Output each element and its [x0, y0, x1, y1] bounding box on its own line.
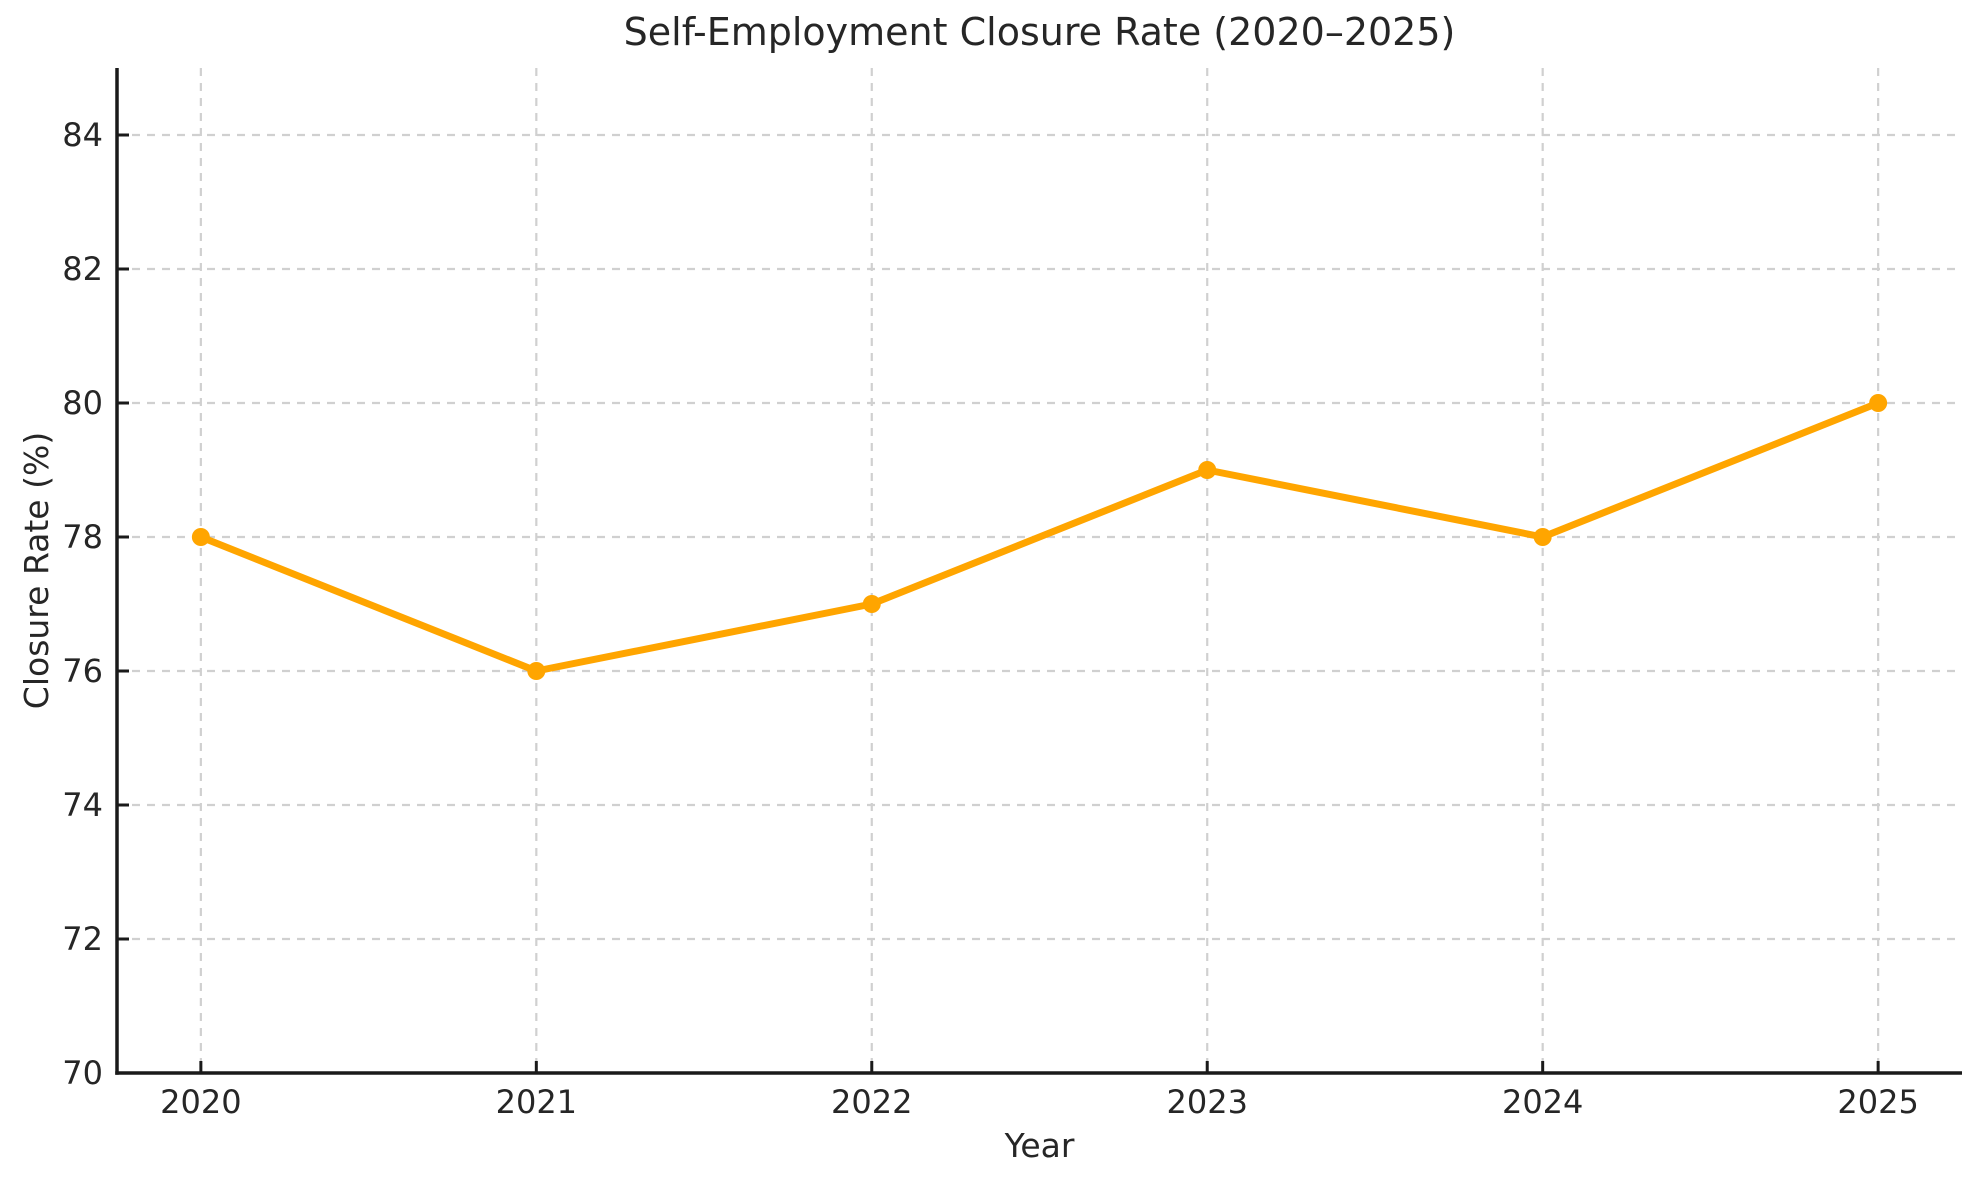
y-tick-label: 78: [62, 518, 103, 556]
y-tick-label: 80: [62, 384, 103, 422]
x-tick-label: 2020: [160, 1083, 241, 1121]
axis-tick-labels: 70 72 74 76 78 80 82 84 2020 2021 2022 2023 2024 2025: [62, 116, 1919, 1121]
x-axis-label: Year: [1004, 1126, 1075, 1165]
y-axis-label: Closure Rate (%): [17, 432, 56, 709]
gridlines: [117, 68, 1962, 1075]
axes: [115, 68, 1962, 1075]
data-point-marker: [191, 528, 210, 546]
data-point-marker: [527, 662, 546, 680]
x-tick-label: 2024: [1502, 1083, 1583, 1121]
y-tick-label: 72: [62, 920, 103, 958]
y-tick-label: 84: [62, 116, 103, 154]
data-point-marker: [1869, 394, 1888, 412]
series-line: [197, 399, 1882, 675]
y-tick-label: 70: [62, 1054, 103, 1092]
data-point-marker: [1198, 461, 1217, 479]
x-tick-label: 2025: [1837, 1083, 1918, 1121]
chart-title: Self-Employment Closure Rate (2020–2025): [624, 10, 1456, 54]
y-tick-label: 74: [62, 786, 103, 824]
data-point-marker: [862, 595, 881, 613]
x-tick-label: 2021: [496, 1083, 577, 1121]
data-series: [191, 394, 1888, 680]
y-tick-label: 82: [62, 250, 103, 288]
x-tick-label: 2023: [1167, 1083, 1248, 1121]
x-tick-label: 2022: [831, 1083, 912, 1121]
y-tick-label: 76: [62, 652, 103, 690]
data-point-marker: [1533, 528, 1552, 546]
